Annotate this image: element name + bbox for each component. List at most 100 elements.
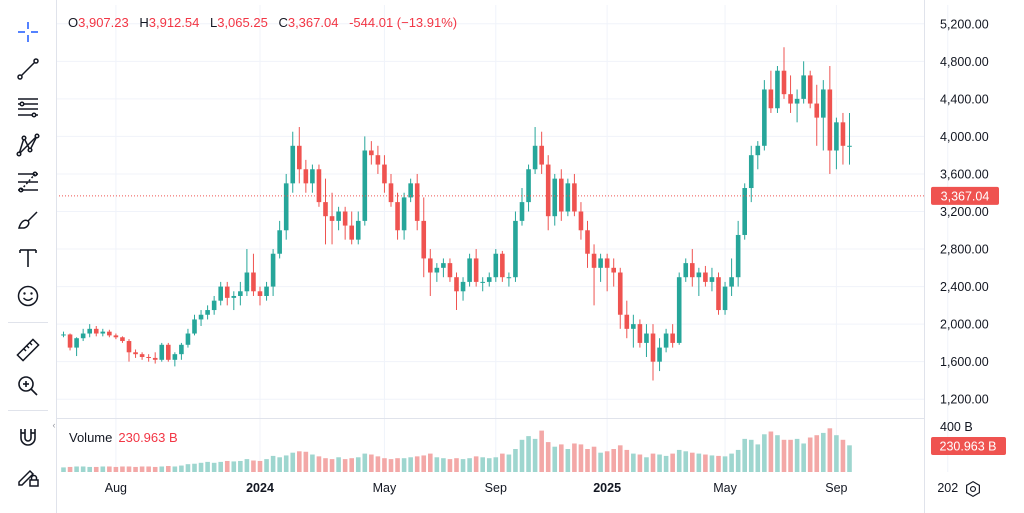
candle	[395, 192, 400, 240]
candle-body	[251, 272, 256, 292]
time-tick-label: 2024	[246, 481, 274, 495]
volume-bar	[179, 465, 184, 472]
volume-legend[interactable]: Volume 230.963 B	[69, 430, 178, 445]
fib-retracement-tool[interactable]	[10, 166, 46, 198]
candle	[500, 250, 505, 282]
horizontal-lines-tool[interactable]	[10, 91, 46, 123]
candle-body	[794, 98, 800, 104]
candle-body	[414, 183, 420, 221]
volume-bar	[428, 453, 433, 472]
candle	[513, 211, 518, 282]
candle	[179, 342, 184, 360]
emoji-tool[interactable]	[10, 280, 46, 312]
volume-bar	[310, 454, 315, 472]
candle	[460, 277, 466, 301]
volume-bar	[604, 451, 610, 472]
chart-settings-button[interactable]	[962, 478, 984, 500]
volume-bar	[598, 452, 603, 472]
volume-bar	[277, 457, 282, 472]
pattern-tool[interactable]	[10, 129, 46, 161]
time-tick-label: Sep	[485, 481, 507, 495]
volume-bar	[716, 455, 721, 472]
candle-body	[683, 263, 689, 278]
collapse-toolbar-icon[interactable]: ‹	[52, 420, 56, 430]
volume-bar	[297, 451, 302, 472]
candle-body	[310, 169, 315, 184]
volume-bar	[192, 463, 197, 472]
ruler-icon	[16, 338, 40, 362]
candle	[807, 70, 813, 109]
candle	[742, 183, 747, 240]
candle-body	[447, 263, 453, 278]
volume-bar	[126, 466, 132, 472]
candle-body	[690, 263, 695, 278]
candle	[748, 145, 754, 203]
time-tick-label: Aug	[105, 481, 127, 495]
candle	[467, 253, 472, 287]
volume-bar	[559, 444, 564, 472]
candle	[559, 169, 564, 221]
candle	[382, 155, 387, 193]
candle-body	[375, 155, 381, 165]
candle-body	[801, 75, 806, 99]
candle	[781, 47, 787, 99]
volume-bar	[375, 456, 381, 472]
text-tool[interactable]	[10, 242, 46, 274]
high-value: 3,912.54	[148, 15, 200, 30]
lock-drawings-tool[interactable]	[10, 460, 46, 492]
ruler-tool[interactable]	[10, 334, 46, 366]
candle	[526, 164, 531, 212]
candle	[316, 164, 322, 207]
price-tick-label: 3,200.00	[940, 205, 989, 219]
volume-bar	[676, 449, 682, 472]
volume-bar	[93, 466, 99, 472]
zoom-in-icon	[18, 376, 38, 396]
price-tick-label: 4,800.00	[940, 55, 989, 69]
crosshair-tool[interactable]	[10, 16, 46, 48]
candle-body	[611, 267, 616, 273]
candle	[67, 333, 73, 351]
volume-value: 230.963 B	[118, 430, 178, 445]
candle	[185, 328, 191, 348]
candle-body	[369, 150, 374, 156]
volume-bar	[408, 457, 413, 472]
candle	[257, 286, 263, 306]
brush-tool[interactable]	[10, 204, 46, 236]
candle	[349, 211, 354, 245]
volume-bars	[61, 428, 852, 472]
magnet-tool[interactable]	[10, 421, 46, 453]
candle	[290, 131, 296, 193]
volume-bar	[251, 460, 256, 472]
candle	[755, 141, 761, 170]
volume-axis-label: 400 B	[940, 420, 973, 434]
volume-bar	[369, 454, 374, 472]
candle	[690, 249, 695, 287]
trend-line-tool[interactable]	[10, 53, 46, 85]
candle	[670, 324, 675, 348]
candle	[421, 197, 427, 278]
volume-bar	[500, 453, 505, 472]
candle-body	[473, 258, 479, 282]
volume-bar	[709, 455, 715, 472]
volume-bar	[205, 461, 210, 472]
candle	[87, 324, 92, 338]
candle	[447, 258, 453, 282]
volume-bar	[565, 449, 571, 472]
candle	[198, 310, 204, 327]
time-axis[interactable]: Aug 2024 May Sep 2025 May Sep 202	[105, 481, 958, 495]
candle-body	[303, 169, 309, 184]
text-icon	[19, 249, 37, 267]
volume-bar	[218, 461, 223, 472]
candle	[775, 66, 780, 113]
candle	[801, 61, 806, 104]
volume-bar	[657, 454, 662, 472]
volume-bar	[133, 466, 138, 472]
price-axis[interactable]: 5,200.00 4,800.00 4,400.00 4,000.00 3,600.00…	[940, 17, 989, 406]
candle-body	[133, 352, 138, 355]
volume-bar	[821, 432, 826, 472]
zoom-in-tool[interactable]	[10, 370, 46, 402]
candle-body	[663, 333, 669, 348]
candle-body	[270, 253, 276, 287]
candle-body	[231, 295, 237, 298]
